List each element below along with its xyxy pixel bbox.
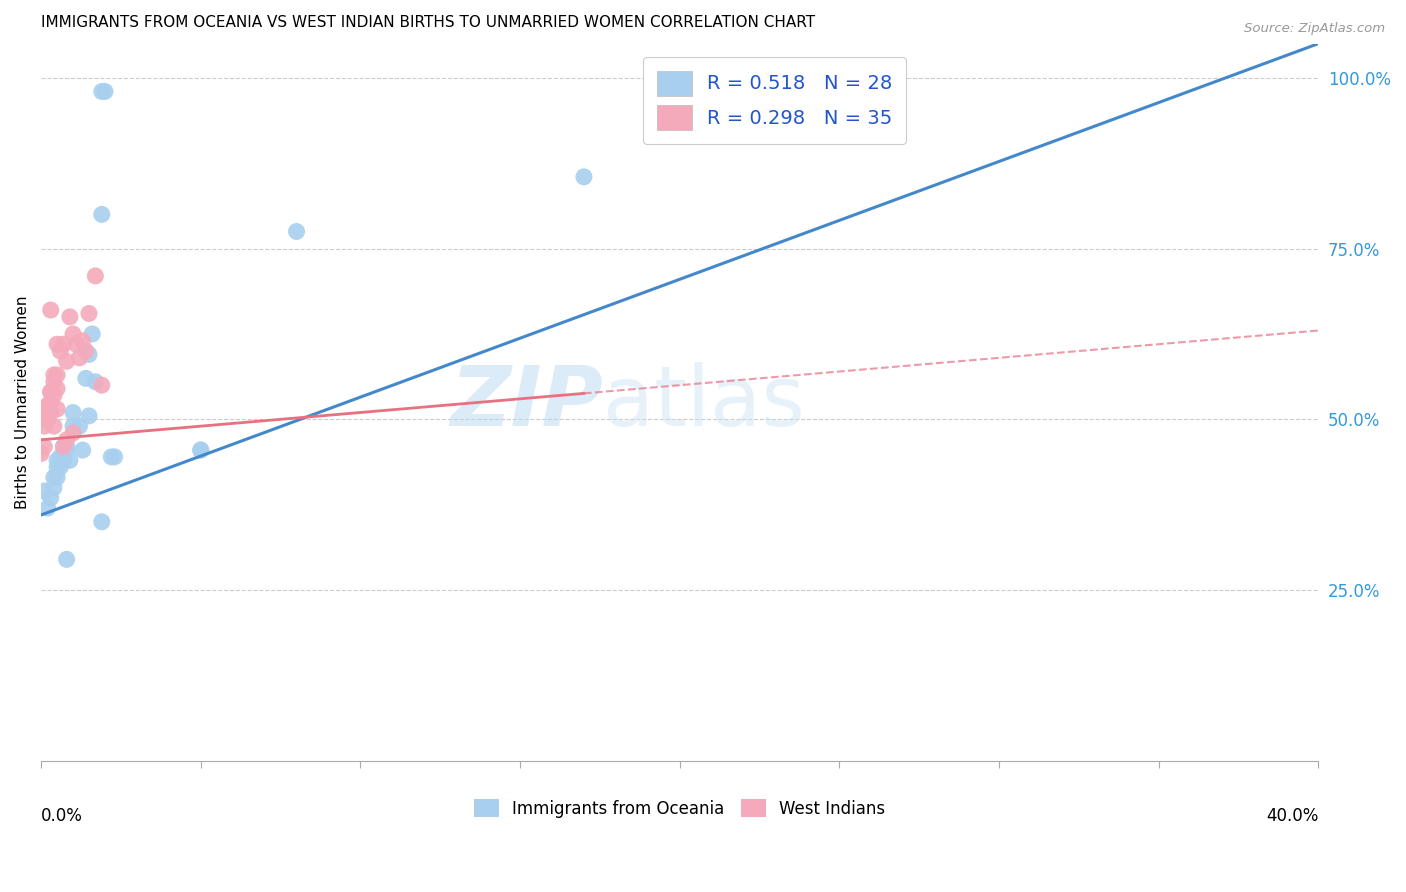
Point [190, 443, 212, 458]
Point [55, 443, 77, 458]
Point [34, 483, 56, 498]
Point [100, 450, 122, 464]
Point [55, 552, 77, 566]
Point [39, 405, 62, 419]
Point [46, 402, 69, 417]
Point [52, 440, 75, 454]
Point [39, 491, 62, 505]
Point [49, 450, 72, 464]
Point [37, 399, 59, 413]
Point [62, 326, 84, 341]
Point [46, 368, 69, 382]
Text: 0.0%: 0.0% [41, 807, 83, 825]
Point [49, 344, 72, 359]
Y-axis label: Births to Unmarried Women: Births to Unmarried Women [15, 295, 30, 509]
Point [90, 85, 112, 99]
Point [82, 326, 104, 341]
Point [90, 207, 112, 221]
Point [42, 470, 65, 484]
Point [37, 405, 59, 419]
Point [59, 453, 82, 467]
Point [49, 460, 72, 475]
Point [52, 440, 75, 454]
Point [77, 347, 100, 361]
Point [94, 85, 117, 99]
Point [30, 446, 52, 460]
Point [39, 384, 62, 399]
Point [46, 460, 69, 475]
Point [52, 337, 75, 351]
Point [46, 337, 69, 351]
Point [72, 334, 94, 348]
Point [34, 440, 56, 454]
Point [59, 310, 82, 324]
Point [62, 425, 84, 440]
Text: Source: ZipAtlas.com: Source: ZipAtlas.com [1244, 22, 1385, 36]
Point [67, 419, 90, 434]
Point [39, 303, 62, 318]
Point [42, 368, 65, 382]
Point [52, 453, 75, 467]
Point [55, 354, 77, 368]
Point [77, 409, 100, 423]
Point [75, 371, 97, 385]
Point [42, 388, 65, 402]
Point [90, 378, 112, 392]
Point [67, 351, 90, 365]
Point [46, 470, 69, 484]
Point [190, 443, 212, 458]
Point [46, 453, 69, 467]
Point [72, 443, 94, 458]
Point [285, 225, 308, 239]
Point [39, 384, 62, 399]
Point [103, 450, 125, 464]
Point [42, 481, 65, 495]
Point [77, 306, 100, 320]
Point [39, 395, 62, 409]
Text: 40.0%: 40.0% [1265, 807, 1319, 825]
Text: atlas: atlas [603, 362, 804, 442]
Point [572, 169, 595, 184]
Point [37, 412, 59, 426]
Point [55, 433, 77, 447]
Point [42, 419, 65, 434]
Point [84, 268, 107, 283]
Point [46, 382, 69, 396]
Point [37, 399, 59, 413]
Text: IMMIGRANTS FROM OCEANIA VS WEST INDIAN BIRTHS TO UNMARRIED WOMEN CORRELATION CHA: IMMIGRANTS FROM OCEANIA VS WEST INDIAN B… [41, 15, 815, 30]
Point [62, 405, 84, 419]
Point [90, 515, 112, 529]
Point [34, 419, 56, 434]
Point [55, 440, 77, 454]
Point [65, 337, 87, 351]
Text: ZIP: ZIP [450, 362, 603, 442]
Point [62, 419, 84, 434]
Point [84, 375, 107, 389]
Point [75, 344, 97, 359]
Legend: R = 0.518   N = 28, R = 0.298   N = 35: R = 0.518 N = 28, R = 0.298 N = 35 [643, 57, 907, 144]
Point [37, 501, 59, 516]
Point [42, 375, 65, 389]
